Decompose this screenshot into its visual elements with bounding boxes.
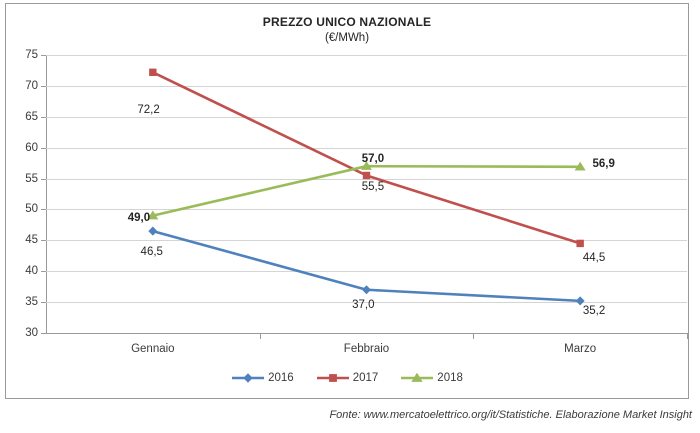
series-2016 xyxy=(148,226,585,306)
y-axis-tick-label: 60 xyxy=(25,141,38,154)
y-axis-tick xyxy=(41,302,46,304)
y-axis-tick-label: 55 xyxy=(25,172,38,185)
chart-title: PREZZO UNICO NAZIONALE xyxy=(262,15,432,29)
data-point-label: 35,2 xyxy=(582,305,606,317)
y-axis-tick-label: 75 xyxy=(25,49,38,61)
gridline xyxy=(46,147,687,149)
x-axis-tick-label: Marzo xyxy=(564,343,597,355)
data-point-label: 37,0 xyxy=(352,299,375,311)
gridline xyxy=(46,271,687,273)
y-axis-tick xyxy=(41,209,46,211)
y-axis-tick-label: 40 xyxy=(25,265,38,278)
gridline xyxy=(46,209,687,211)
y-axis-tick-label: 30 xyxy=(25,327,38,339)
y-axis-tick-label: 50 xyxy=(25,203,38,216)
data-point-marker xyxy=(576,239,584,248)
legend-swatch-square-icon xyxy=(316,374,349,382)
data-point-label: 72,2 xyxy=(137,104,160,116)
y-axis-tick xyxy=(41,240,46,242)
data-point-label: 55,5 xyxy=(361,181,385,193)
gridline xyxy=(46,85,687,87)
gridline xyxy=(46,55,687,56)
x-axis-tick-label: Gennaio xyxy=(131,343,175,355)
legend-item-2017[interactable]: 2017 xyxy=(316,372,379,384)
chart-legend: 2016 2017 2018 xyxy=(6,372,688,384)
gridline xyxy=(46,240,687,242)
data-point-marker xyxy=(148,226,158,236)
data-point-marker xyxy=(149,68,157,76)
y-axis-tick xyxy=(41,333,46,334)
data-point-label: 56,9 xyxy=(592,158,615,170)
y-axis-tick-label: 65 xyxy=(25,110,38,123)
data-point-label: 46,5 xyxy=(140,246,163,258)
y-axis-tick-label: 70 xyxy=(25,79,38,92)
data-point-marker xyxy=(574,161,586,171)
legend-label: 2018 xyxy=(437,372,463,384)
data-point-marker xyxy=(575,296,585,306)
x-axis-tick xyxy=(473,333,475,339)
plot-area: 75 70 65 60 55 50 45 40 35 30 Gennaio Febbraio Marz… xyxy=(25,49,688,355)
y-axis-tick xyxy=(41,85,46,87)
chart-frame: PREZZO UNICO NAZIONALE (€/MWh) 75 70 65 60 5… xyxy=(5,3,689,399)
gridline xyxy=(46,302,687,304)
data-point-label: 49,0 xyxy=(127,212,151,224)
data-point-marker xyxy=(361,285,372,295)
y-axis-tick xyxy=(41,178,46,180)
y-axis-tick xyxy=(41,147,46,149)
x-axis-tick xyxy=(259,333,261,339)
gridline xyxy=(46,116,687,118)
data-point-label: 44,5 xyxy=(582,252,606,264)
data-point-label: 57,0 xyxy=(361,153,385,165)
data-point-marker xyxy=(147,210,159,220)
legend-label: 2016 xyxy=(268,372,294,384)
legend-item-2016[interactable]: 2016 xyxy=(231,372,294,384)
legend-swatch-triangle-icon xyxy=(401,372,434,382)
series-2017 xyxy=(149,68,584,248)
legend-item-2018[interactable]: 2018 xyxy=(400,372,463,384)
data-point-marker xyxy=(362,171,371,180)
series-lines xyxy=(147,68,586,306)
y-axis-tick xyxy=(41,271,46,273)
source-note: Fonte: www.mercatoelettrico.org/it/Stati… xyxy=(329,409,692,421)
legend-swatch-diamond-icon xyxy=(232,373,265,383)
y-axis-tick xyxy=(41,55,46,56)
y-axis-tick xyxy=(41,116,46,118)
legend-label: 2017 xyxy=(352,372,379,384)
series-2018 xyxy=(147,161,586,220)
gridline xyxy=(46,333,687,334)
y-axis-line xyxy=(46,55,47,333)
data-point-marker xyxy=(361,161,372,170)
chart-subtitle: (€/MWh) xyxy=(324,32,370,44)
y-axis-tick-label: 45 xyxy=(25,234,38,247)
x-axis-tick-label: Febbraio xyxy=(343,343,390,355)
x-axis-tick xyxy=(687,333,688,339)
y-axis-tick-label: 35 xyxy=(25,296,38,309)
